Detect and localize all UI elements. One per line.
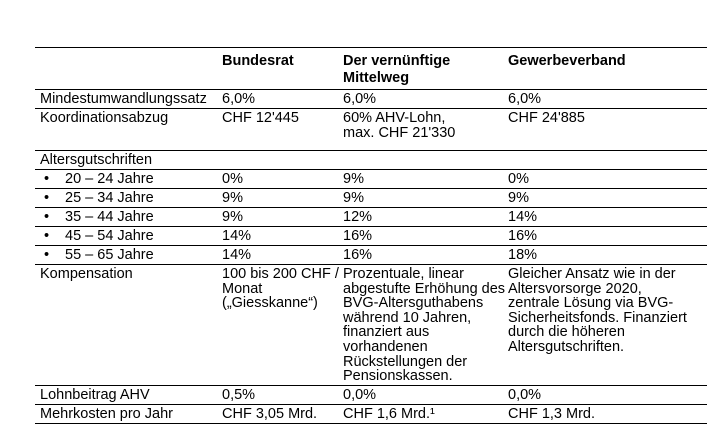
age-range-label: 20 – 24 Jahre <box>65 171 154 187</box>
row-koordinationsabzug: Koordinationsabzug CHF 12'445 60% AHV-Lo… <box>35 108 707 151</box>
mittelweg-value-cell: 60% AHV-Lohn, max. CHF 21'330 <box>338 108 503 151</box>
bullet-icon: • <box>44 171 50 187</box>
gewerbeverband-value-cell: 0,0% <box>503 385 707 405</box>
gewerbeverband-value-cell: 9% <box>503 188 707 208</box>
column-header-empty <box>35 47 217 90</box>
mittelweg-value-cell: 0,0% <box>338 385 503 405</box>
bundesrat-value-cell: 6,0% <box>217 89 338 109</box>
mittelweg-value-cell: 9% <box>338 169 503 189</box>
row-label-cell: Kompensation <box>35 264 217 386</box>
row-lohnbeitrag-ahv: Lohnbeitrag AHV 0,5% 0,0% 0,0% <box>35 385 707 405</box>
bundesrat-value-cell: CHF 12'445 <box>217 108 338 151</box>
row-mindestumwandlungssatz: Mindestumwandlungssatz 6,0% 6,0% 6,0% <box>35 89 707 109</box>
bullet-icon: • <box>44 247 50 263</box>
mittelweg-value-cell: CHF 1,6 Mrd.¹ <box>338 404 503 424</box>
gewerbeverband-value-cell: 16% <box>503 226 707 246</box>
gewerbeverband-value-cell: 14% <box>503 207 707 227</box>
row-altersgutschriften-55-65: • 55 – 65 Jahre 14% 16% 18% <box>35 245 707 265</box>
row-altersgutschriften-section: Altersgutschriften <box>35 150 707 170</box>
mittelweg-value-cell: 12% <box>338 207 503 227</box>
section-label-cell: Altersgutschriften <box>35 150 217 170</box>
row-kompensation: Kompensation 100 bis 200 CHF / Monat („G… <box>35 264 707 386</box>
row-altersgutschriften-25-34: • 25 – 34 Jahre 9% 9% 9% <box>35 188 707 208</box>
bullet-icon: • <box>44 228 50 244</box>
bundesrat-value-cell: 9% <box>217 207 338 227</box>
row-label-cell: • 55 – 65 Jahre <box>35 245 217 265</box>
row-label-cell: Mindestumwandlungssatz <box>35 89 217 109</box>
bundesrat-value-cell: 14% <box>217 226 338 246</box>
bundesrat-value-cell: 0,5% <box>217 385 338 405</box>
gewerbeverband-value-cell <box>503 150 707 170</box>
mittelweg-value-cell: 16% <box>338 226 503 246</box>
row-mehrkosten-pro-jahr: Mehrkosten pro Jahr CHF 3,05 Mrd. CHF 1,… <box>35 404 707 424</box>
gewerbeverband-value-cell: CHF 24'885 <box>503 108 707 151</box>
mittelweg-value-cell: Prozentuale, linear abgestufte Erhöhung … <box>338 264 505 386</box>
bundesrat-value-cell: 0% <box>217 169 338 189</box>
table-header-row: Bundesrat Der vernünftige Mittelweg Gewe… <box>35 47 707 90</box>
row-label-cell: • 25 – 34 Jahre <box>35 188 217 208</box>
row-label-cell: Mehrkosten pro Jahr <box>35 404 217 424</box>
row-label-cell: • 20 – 24 Jahre <box>35 169 217 189</box>
mittelweg-value-cell: 16% <box>338 245 503 265</box>
row-altersgutschriften-20-24: • 20 – 24 Jahre 0% 9% 0% <box>35 169 707 189</box>
mittelweg-value-cell <box>338 150 503 170</box>
row-altersgutschriften-45-54: • 45 – 54 Jahre 14% 16% 16% <box>35 226 707 246</box>
gewerbeverband-value-cell: CHF 1,3 Mrd. <box>503 404 707 424</box>
age-range-label: 25 – 34 Jahre <box>65 190 154 206</box>
row-label-cell: • 45 – 54 Jahre <box>35 226 217 246</box>
bullet-icon: • <box>44 209 50 225</box>
column-header-gewerbeverband: Gewerbeverband <box>503 47 707 90</box>
bullet-icon: • <box>44 190 50 206</box>
bundesrat-value-cell: 14% <box>217 245 338 265</box>
comparison-table: Bundesrat Der vernünftige Mittelweg Gewe… <box>35 47 707 424</box>
bundesrat-value-cell: 9% <box>217 188 338 208</box>
row-altersgutschriften-35-44: • 35 – 44 Jahre 9% 12% 14% <box>35 207 707 227</box>
age-range-label: 55 – 65 Jahre <box>65 247 154 263</box>
row-label-cell: Koordinationsabzug <box>35 108 217 151</box>
row-label-cell: Lohnbeitrag AHV <box>35 385 217 405</box>
column-header-bundesrat: Bundesrat <box>217 47 338 90</box>
gewerbeverband-value-cell: 0% <box>503 169 707 189</box>
bundesrat-value-cell: 100 bis 200 CHF / Monat („Giesskanne“) <box>217 264 339 386</box>
age-range-label: 45 – 54 Jahre <box>65 228 154 244</box>
bundesrat-value-cell <box>217 150 338 170</box>
age-range-label: 35 – 44 Jahre <box>65 209 154 225</box>
row-label-cell: • 35 – 44 Jahre <box>35 207 217 227</box>
mittelweg-value-cell: 6,0% <box>338 89 503 109</box>
bundesrat-value-cell: CHF 3,05 Mrd. <box>217 404 338 424</box>
gewerbeverband-value-cell: Gleicher Ansatz wie in der Altersvorsorg… <box>503 264 707 386</box>
gewerbeverband-value-cell: 6,0% <box>503 89 707 109</box>
column-header-mittelweg: Der vernünftige Mittelweg <box>338 47 503 90</box>
gewerbeverband-value-cell: 18% <box>503 245 707 265</box>
mittelweg-value-cell: 9% <box>338 188 503 208</box>
